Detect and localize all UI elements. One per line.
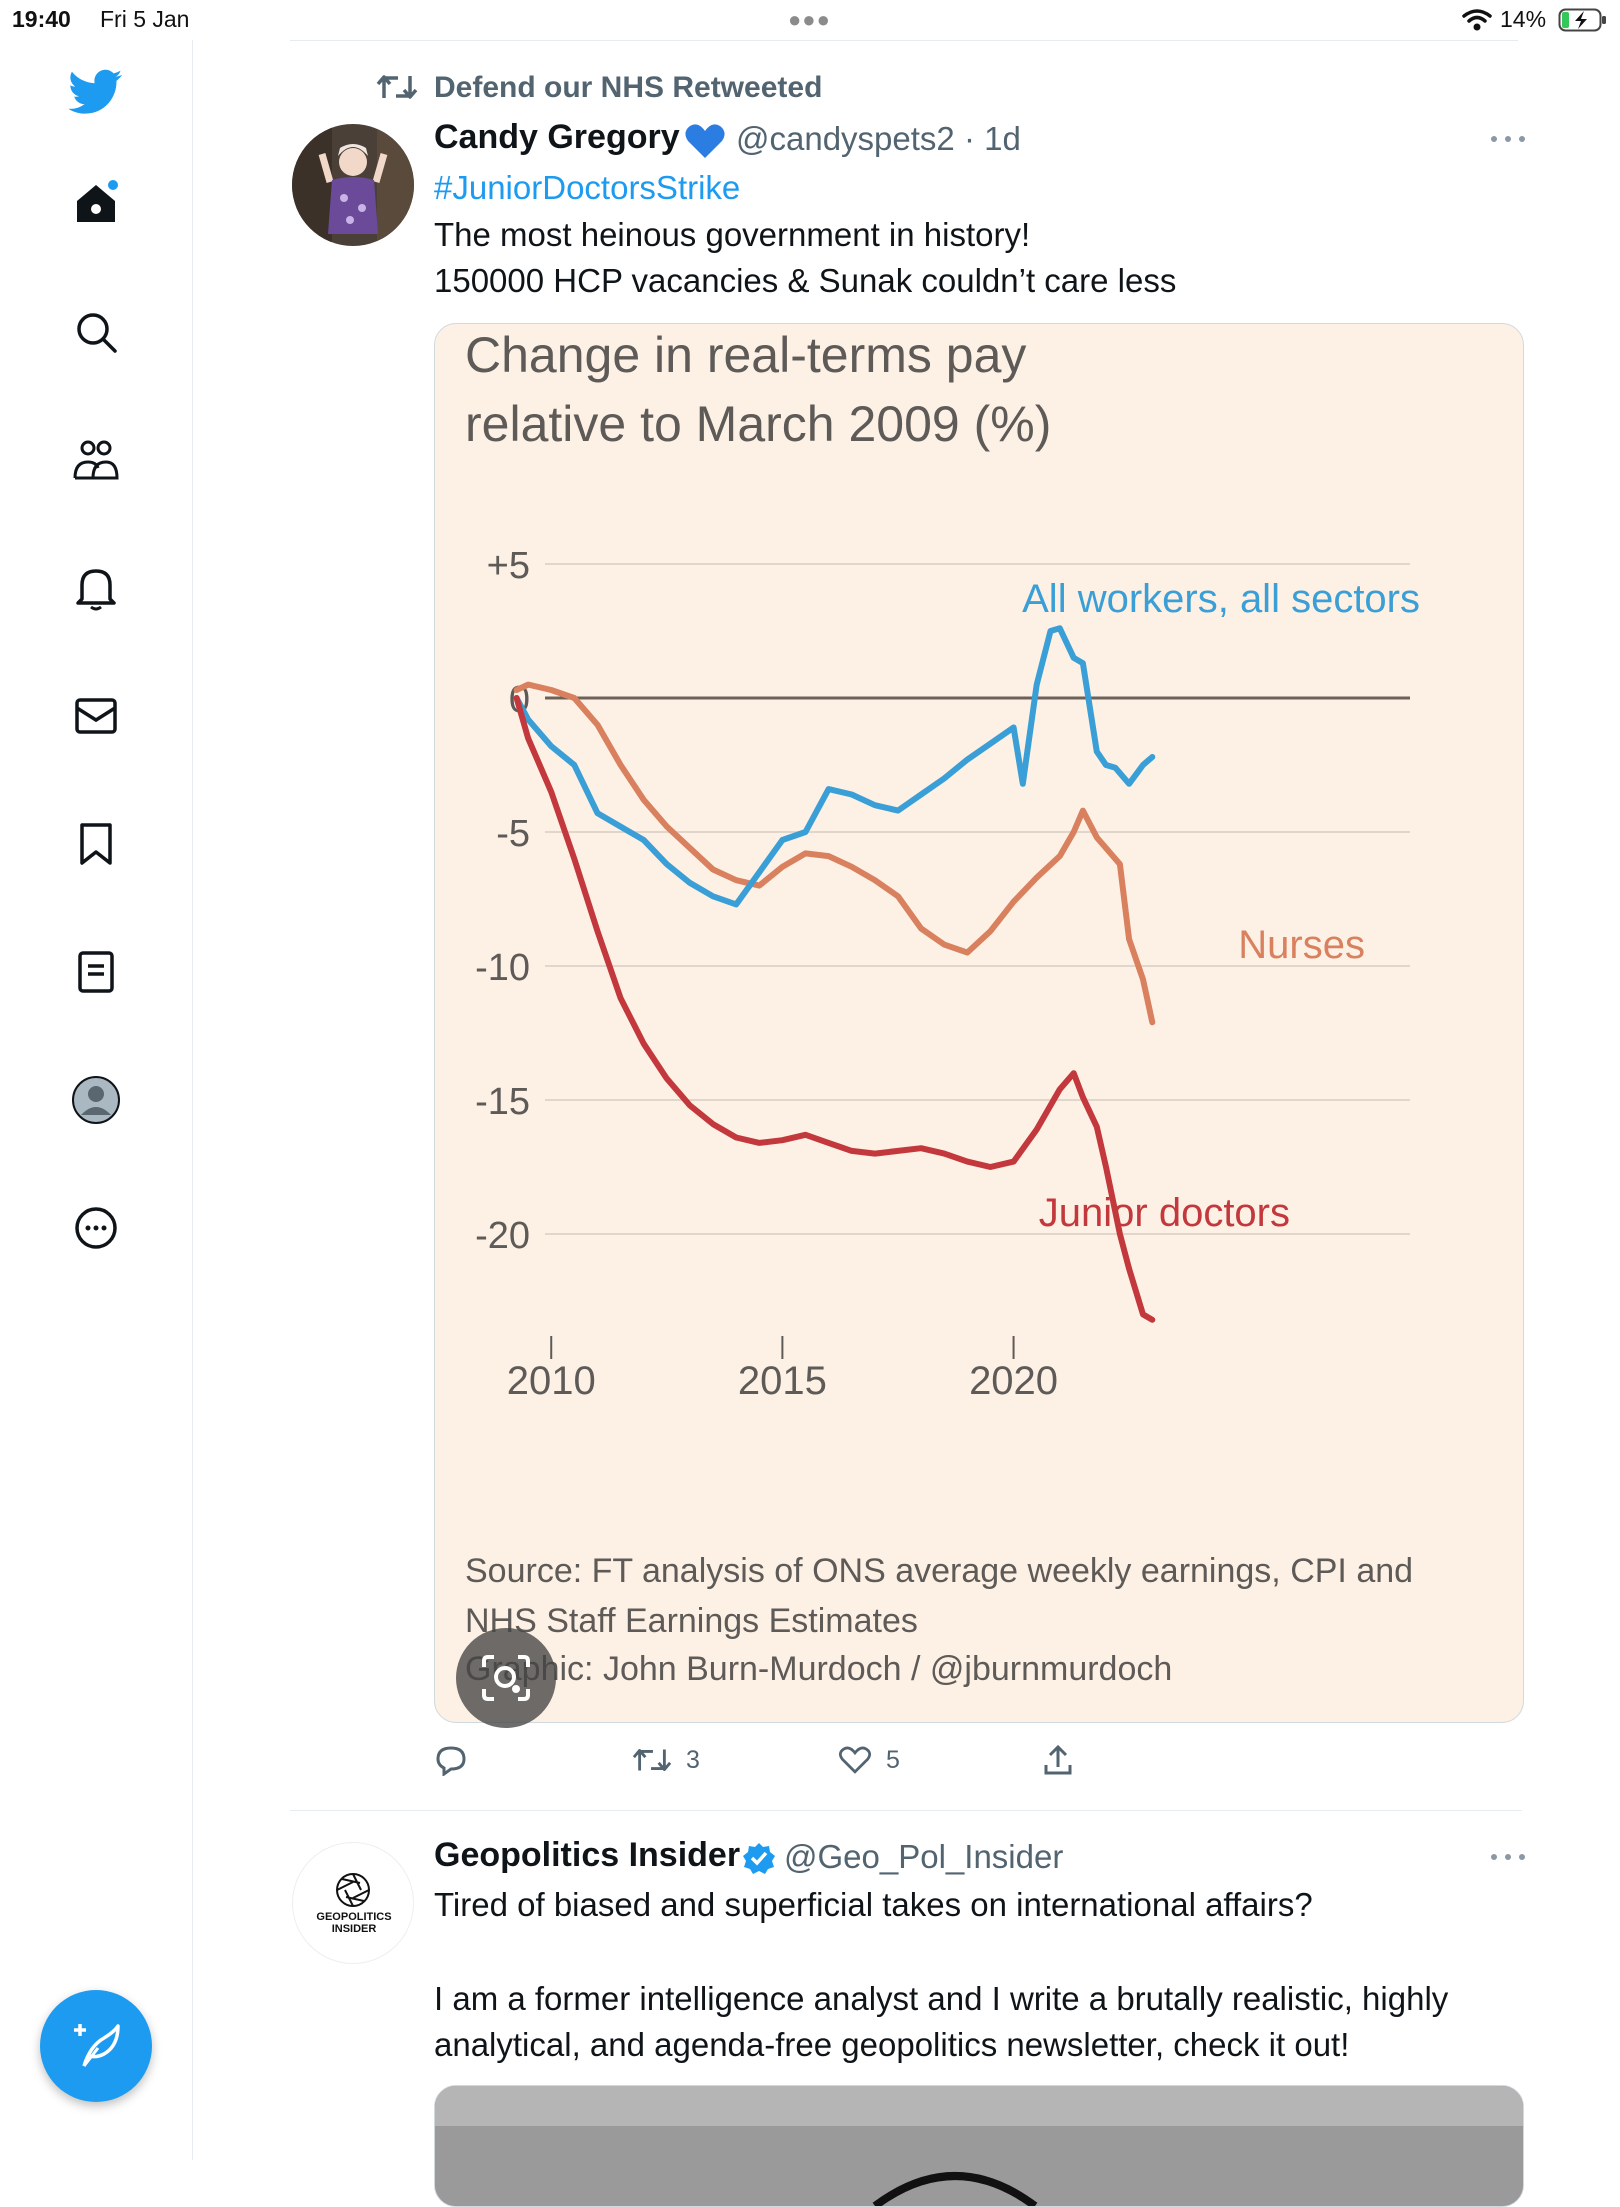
more-options-icon[interactable] bbox=[1488, 1851, 1528, 1863]
mail-icon[interactable] bbox=[66, 686, 126, 746]
author-name[interactable]: Candy Gregory bbox=[434, 118, 680, 156]
avatar-logo-text: GEOPOLITICS INSIDER bbox=[316, 1911, 392, 1935]
tweet-media-chart[interactable]: Change in real-terms pay relative to Mar… bbox=[434, 323, 1524, 1723]
sidebar bbox=[0, 40, 193, 2160]
communities-icon[interactable] bbox=[66, 430, 126, 490]
heart-icon bbox=[838, 1746, 872, 1774]
series-label: Nurses bbox=[1238, 923, 1365, 967]
chart-source-line: Source: FT analysis of ONS average weekl… bbox=[465, 1552, 1413, 1590]
wifi-icon bbox=[1462, 9, 1492, 31]
top-divider bbox=[290, 40, 1518, 41]
y-tick-label: -20 bbox=[475, 1215, 530, 1257]
author-name[interactable]: Geopolitics Insider bbox=[434, 1836, 741, 1874]
avatar[interactable] bbox=[292, 124, 414, 246]
twitter-bird-icon[interactable] bbox=[66, 62, 126, 122]
retweet-count: 3 bbox=[686, 1745, 700, 1774]
reply-button[interactable] bbox=[434, 1740, 468, 1780]
tweet-text-line: Tired of biased and superficial takes on… bbox=[434, 1886, 1313, 1923]
home-icon[interactable] bbox=[66, 173, 126, 233]
chart-title-line: Change in real-terms pay bbox=[465, 327, 1026, 383]
tweet-text-line: analytical, and agenda-free geopolitics … bbox=[434, 2026, 1350, 2063]
author-handle[interactable]: @Geo_Pol_Insider bbox=[784, 1838, 1064, 1875]
list-icon[interactable] bbox=[66, 942, 126, 1002]
tweet-text-line: The most heinous government in history! bbox=[434, 216, 1031, 253]
x-tick-label: 2010 bbox=[507, 1359, 596, 1403]
y-tick-label: -5 bbox=[496, 813, 530, 855]
series-label: All workers, all sectors bbox=[1022, 577, 1420, 621]
retweet-button[interactable]: 3 bbox=[632, 1740, 700, 1780]
series-label: Junior doctors bbox=[1039, 1191, 1290, 1235]
x-tick-label: 2015 bbox=[738, 1359, 827, 1403]
line-chart: Change in real-terms pay relative to Mar… bbox=[465, 327, 1420, 1688]
blue-heart-icon bbox=[685, 124, 725, 158]
status-time: 19:40 bbox=[12, 6, 71, 32]
more-options-icon[interactable] bbox=[1488, 133, 1528, 145]
camera-search-icon bbox=[482, 1655, 530, 1701]
retweet-context[interactable]: Defend our NHS Retweeted bbox=[434, 71, 823, 104]
aperture-logo-icon bbox=[336, 1873, 370, 1907]
x-tick-label: 2020 bbox=[969, 1359, 1058, 1403]
chart-source-line: Graphic: John Burn-Murdoch / @jburnmurdo… bbox=[465, 1650, 1172, 1688]
bell-icon[interactable] bbox=[66, 558, 126, 618]
compose-icon bbox=[74, 2024, 120, 2067]
series-line bbox=[513, 625, 1156, 908]
hashtag-link[interactable]: #JuniorDoctorsStrike bbox=[434, 169, 741, 206]
retweet-icon bbox=[376, 75, 418, 99]
status-date: Fri 5 Jan bbox=[100, 6, 190, 32]
search-icon[interactable] bbox=[66, 302, 126, 362]
y-tick-label: -15 bbox=[475, 1081, 530, 1123]
series-line bbox=[513, 681, 1156, 1026]
y-tick-label: -10 bbox=[475, 947, 530, 989]
chart-source-line: NHS Staff Earnings Estimates bbox=[465, 1602, 918, 1640]
share-button[interactable] bbox=[1042, 1740, 1074, 1780]
series-line bbox=[513, 695, 1156, 1323]
author-handle[interactable]: @candyspets2 · 1d bbox=[736, 120, 1021, 157]
like-count: 5 bbox=[886, 1745, 900, 1774]
reply-icon bbox=[436, 1746, 466, 1776]
tweet-text-line: 150000 HCP vacancies & Sunak couldn’t ca… bbox=[434, 262, 1177, 299]
tweet-media-image[interactable] bbox=[434, 2085, 1524, 2207]
tweet-divider bbox=[290, 1810, 1522, 1811]
more-circle-icon[interactable] bbox=[66, 1198, 126, 1258]
retweet-icon bbox=[632, 1749, 672, 1771]
lens-button[interactable] bbox=[456, 1628, 556, 1728]
profile-icon[interactable] bbox=[66, 1070, 126, 1130]
y-tick-label: +5 bbox=[487, 545, 530, 587]
avatar[interactable]: GEOPOLITICS INSIDER bbox=[292, 1842, 414, 1964]
chart-title-line: relative to March 2009 (%) bbox=[465, 396, 1051, 452]
like-button[interactable]: 5 bbox=[838, 1740, 900, 1780]
battery-percent: 14% bbox=[1500, 6, 1547, 32]
compose-button[interactable] bbox=[40, 1990, 152, 2102]
status-bar: 19:40 Fri 5 Jan ●●● 14% bbox=[0, 0, 1620, 40]
share-icon bbox=[1044, 1744, 1072, 1775]
bookmark-icon[interactable] bbox=[66, 814, 126, 874]
multitasking-dots-icon[interactable]: ●●● bbox=[788, 7, 831, 32]
tweet-text-line: I am a former intelligence analyst and I… bbox=[434, 1980, 1449, 2017]
battery-charging-icon bbox=[1558, 8, 1606, 32]
verified-badge-icon bbox=[743, 1843, 775, 1874]
